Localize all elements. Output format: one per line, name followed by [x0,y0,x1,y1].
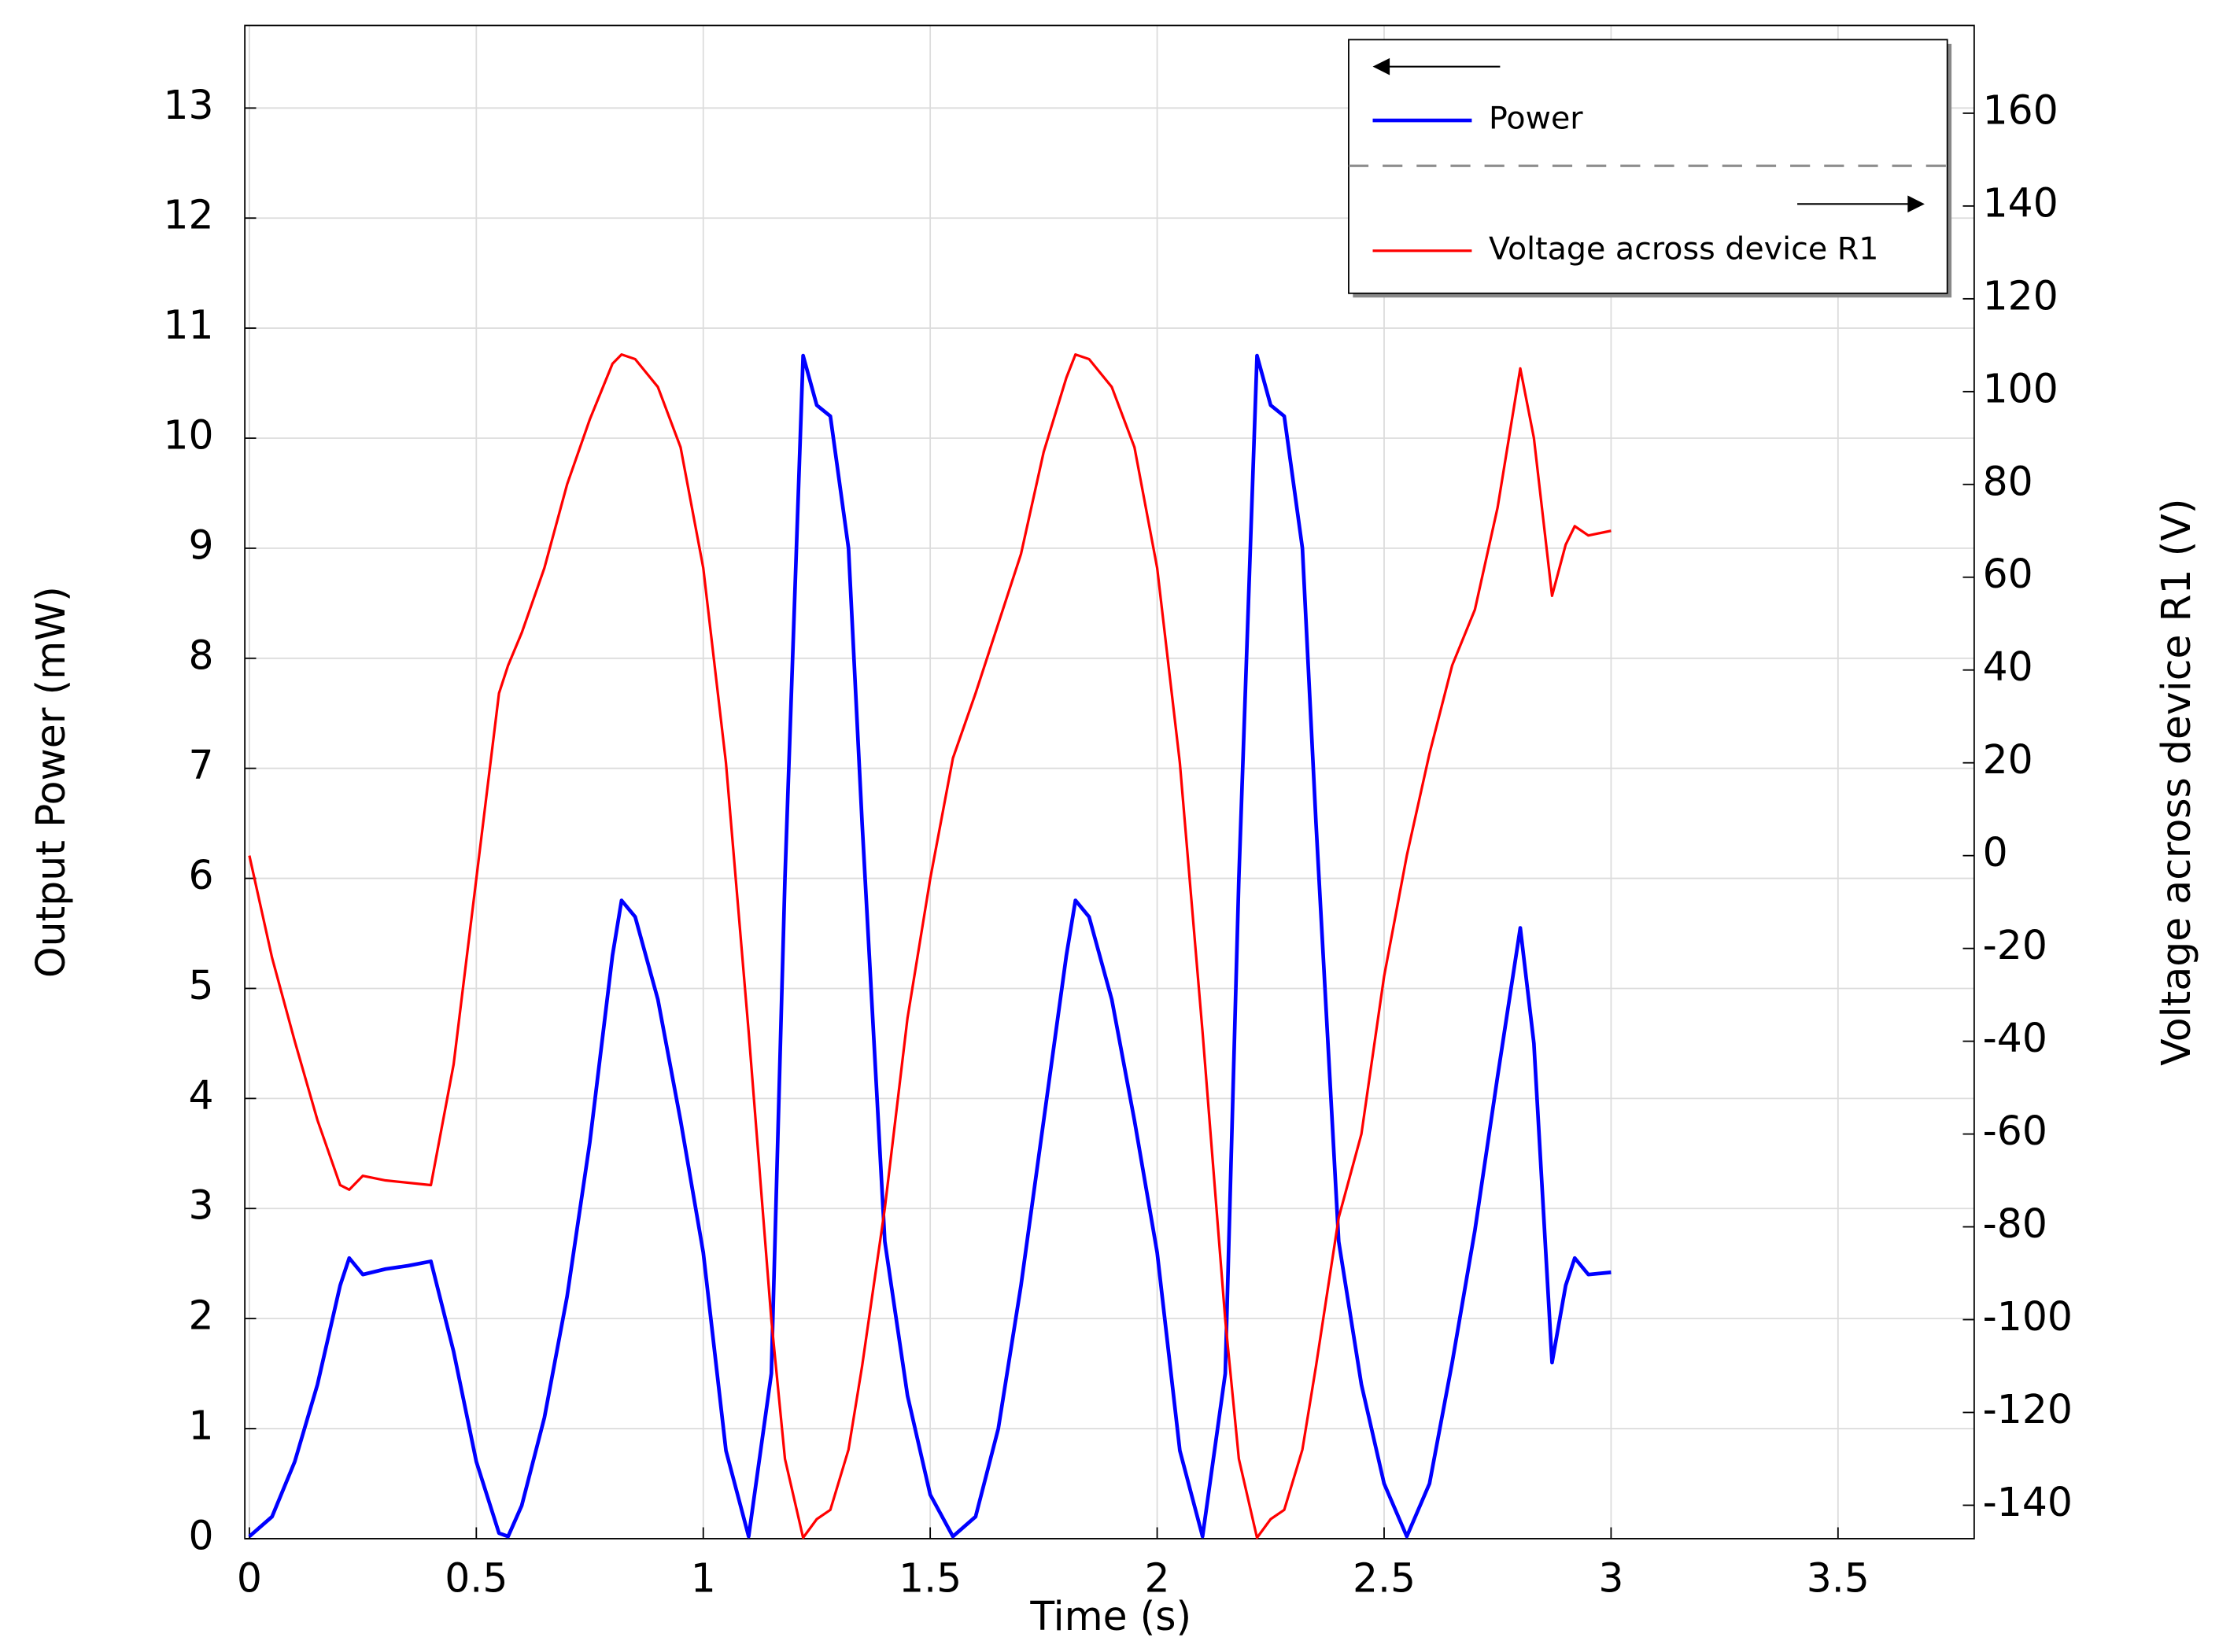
y2-axis-label: Voltage across device R1 (V) [2153,499,2199,1066]
y2-tick-label: -40 [1983,1015,2047,1061]
y-tick-label: 12 [164,192,214,238]
y2-tick-label: -120 [1983,1386,2073,1433]
x-tick-label: 1 [691,1554,716,1601]
legend-label: Voltage across device R1 [1489,230,1878,267]
x-tick-label: 0 [237,1554,262,1601]
y-tick-label: 0 [189,1512,214,1558]
y2-tick-label: 0 [1983,829,2008,876]
y-tick-label: 5 [189,962,214,1009]
x-tick-label: 1.5 [899,1554,962,1601]
y2-tick-label: 100 [1983,365,2058,411]
x-tick-label: 3.5 [1807,1554,1870,1601]
legend-arrowhead [1372,57,1390,76]
y2-tick-label: -140 [1983,1479,2073,1525]
x-tick-label: 2.5 [1353,1554,1416,1601]
y-tick-label: 7 [189,742,214,788]
y-tick-label: 1 [189,1403,214,1449]
x-tick-label: 2 [1145,1554,1170,1601]
y-tick-label: 2 [189,1292,214,1339]
y-tick-label: 13 [164,82,214,128]
y2-tick-label: -20 [1983,922,2047,968]
y-tick-label: 3 [189,1182,214,1229]
y-tick-label: 10 [164,411,214,458]
y-tick-label: 11 [164,302,214,348]
y-tick-label: 9 [189,522,214,568]
y2-tick-label: 140 [1983,179,2058,226]
legend-arrowhead [1907,195,1925,213]
y2-tick-label: 160 [1983,87,2058,133]
y-tick-label: 6 [189,852,214,898]
x-axis-label: Time (s) [1029,1593,1191,1639]
legend-label: Power [1489,101,1583,137]
y2-tick-label: -80 [1983,1200,2047,1247]
y2-tick-label: 80 [1983,458,2033,504]
y2-tick-label: 40 [1983,643,2033,690]
series-line [248,353,1612,1539]
y2-tick-label: -100 [1983,1293,2073,1340]
x-tick-label: 3 [1598,1554,1623,1601]
y2-tick-label: -60 [1983,1108,2047,1154]
y2-tick-label: 60 [1983,551,2033,597]
y-tick-label: 4 [189,1072,214,1119]
plot-frame [244,24,1975,1540]
y2-tick-label: 20 [1983,736,2033,783]
x-tick-label: 0.5 [445,1554,508,1601]
y2-tick-label: 120 [1983,272,2058,319]
y-axis-label: Output Power (mW) [28,586,74,978]
y-tick-label: 8 [189,632,214,678]
legend: Power Voltage across device R1 [1348,39,1952,298]
series-line [248,352,1612,1540]
